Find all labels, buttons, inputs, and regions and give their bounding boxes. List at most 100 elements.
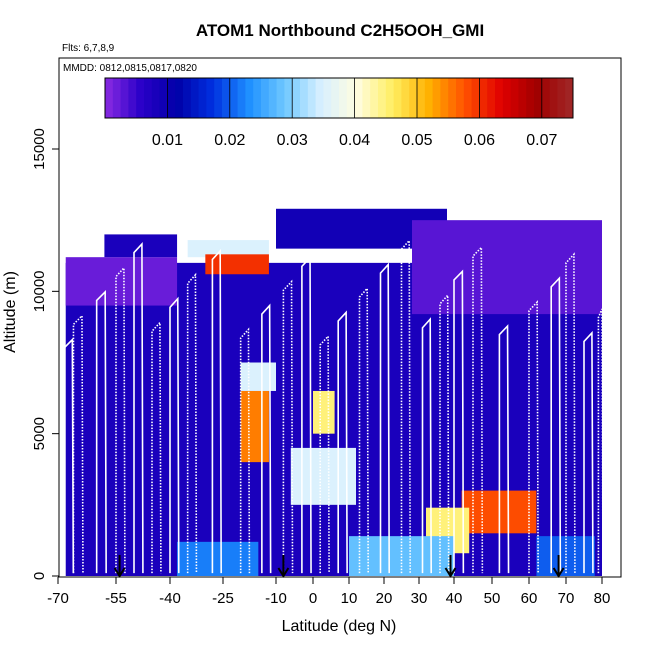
colorbar-swatch-8 (167, 78, 176, 118)
x-tick-label-0: -70 (47, 590, 69, 607)
flight-track-0 (63, 337, 75, 574)
colorbar-swatch-25 (300, 78, 309, 118)
flight-track-4 (133, 242, 144, 574)
field-cell-7 (240, 390, 269, 463)
colorbar-swatch-22 (276, 78, 285, 118)
y-axis: 0 5000 10000 15000 (31, 128, 60, 580)
colorbar-swatch-28 (323, 78, 332, 118)
colorbar-swatch-7 (159, 78, 168, 118)
colorbar-swatch-3 (128, 78, 137, 118)
flight-track-13 (319, 334, 330, 574)
colorbar-swatch-9 (175, 78, 184, 118)
colorbar-swatch-18 (245, 78, 254, 118)
flight-track-12 (301, 255, 312, 574)
colorbar-swatch-52 (510, 78, 519, 118)
colorbar-swatch-50 (495, 78, 504, 118)
colorbar-swatch-29 (331, 78, 340, 118)
flight-track-3 (115, 265, 126, 574)
arrow-marker-2 (444, 555, 457, 578)
x-tick-label-13: 80 (594, 590, 611, 607)
colorbar-swatch-56 (541, 78, 550, 118)
x-axis: -70 -55 -40 -25 -10 0 10 20 30 40 50 60 70 80 (47, 576, 621, 607)
colorbar-tick-label-2: 0.03 (277, 132, 308, 149)
colorbar-swatch-38 (401, 78, 410, 118)
field-cell-3 (187, 240, 269, 258)
colorbar-swatch-37 (393, 78, 402, 118)
colorbar-tick-label-5: 0.06 (464, 132, 495, 149)
flight-track-20 (453, 269, 465, 574)
flight-track-1 (72, 313, 84, 574)
flight-track-17 (400, 238, 411, 574)
colorbar-swatch-33 (362, 78, 371, 118)
x-tick-label-1: -55 (105, 590, 127, 607)
colorbar-swatch-35 (378, 78, 387, 118)
flight-track-15 (358, 286, 369, 574)
x-tick-label-3: -25 (212, 590, 234, 607)
colorbar-swatch-19 (253, 78, 262, 118)
y-tick-label-1: 5000 (31, 417, 48, 450)
colorbar-swatch-54 (526, 78, 535, 118)
colorbar-swatch-46 (463, 78, 472, 118)
colorbar-swatch-59 (565, 78, 574, 118)
colorbar-swatch-20 (261, 78, 270, 118)
colorbar-swatch-58 (557, 78, 566, 118)
y-tick-label-3: 15000 (31, 128, 48, 170)
x-axis-title: Latitude (deg N) (282, 618, 397, 635)
arrow-marker-1 (277, 555, 290, 578)
flight-track-11 (282, 279, 294, 574)
flight-track-22 (498, 324, 510, 574)
flight-track-9 (239, 327, 251, 574)
x-tick-label-8: 30 (411, 590, 428, 607)
colorbar-swatch-27 (315, 78, 324, 118)
field-cell-9 (313, 390, 335, 434)
colorbar-swatch-41 (424, 78, 433, 118)
flight-track-7 (186, 272, 198, 574)
colorbar-swatch-47 (471, 78, 480, 118)
field-cell-1 (65, 257, 178, 306)
colorbar-swatch-36 (385, 78, 394, 118)
flight-track-25 (565, 252, 576, 574)
plot-area (63, 208, 604, 578)
colorbar-tick-label-0: 0.01 (152, 132, 183, 149)
colorbar-tick-label-1: 0.02 (214, 132, 245, 149)
flight-track-24 (550, 276, 562, 574)
colorbar-swatch-48 (479, 78, 488, 118)
x-tick-label-2: -40 (159, 590, 181, 607)
flight-track-16 (379, 262, 390, 574)
flight-track-26 (583, 330, 594, 574)
colorbar-swatch-17 (237, 78, 246, 118)
flight-track-5 (151, 320, 162, 574)
chart-title: ATOM1 Northbound C2H5OOH_GMI (196, 21, 484, 40)
colorbar-swatch-14 (214, 78, 223, 118)
y-tick-label-2: 10000 (31, 270, 48, 312)
field-cell-6 (412, 220, 602, 315)
x-tick-label-12: 70 (558, 590, 575, 607)
flight-track-18 (421, 317, 432, 574)
x-tick-label-10: 50 (484, 590, 501, 607)
colorbar-swatch-4 (136, 78, 145, 118)
x-tick-label-7: 20 (376, 590, 393, 607)
y-axis-title: Altitude (m) (2, 271, 19, 353)
colorbar-swatch-30 (339, 78, 348, 118)
colorbar-swatch-55 (534, 78, 543, 118)
x-tick-label-6: 10 (341, 590, 358, 607)
flight-track-14 (337, 310, 348, 574)
colorbar-swatch-23 (284, 78, 293, 118)
colorbar-swatch-42 (432, 78, 441, 118)
dates-label: MMDD: 0812,0815,0817,0820 (63, 63, 197, 74)
colorbar-swatch-43 (440, 78, 449, 118)
flight-track-27 (597, 308, 604, 574)
flight-track-10 (261, 303, 272, 574)
field-cell-4 (205, 254, 269, 275)
colorbar-swatch-32 (354, 78, 363, 118)
colorbar-tick-label-3: 0.04 (339, 132, 370, 149)
x-tick-label-9: 40 (446, 590, 463, 607)
colorbar-swatch-31 (346, 78, 355, 118)
colorbar-swatch-24 (292, 78, 301, 118)
colorbar-frame (104, 77, 574, 119)
colorbar-swatch-44 (448, 78, 457, 118)
colorbar-swatch-53 (518, 78, 527, 118)
flight-track-2 (95, 289, 107, 574)
colorbar-swatch-10 (183, 78, 192, 118)
